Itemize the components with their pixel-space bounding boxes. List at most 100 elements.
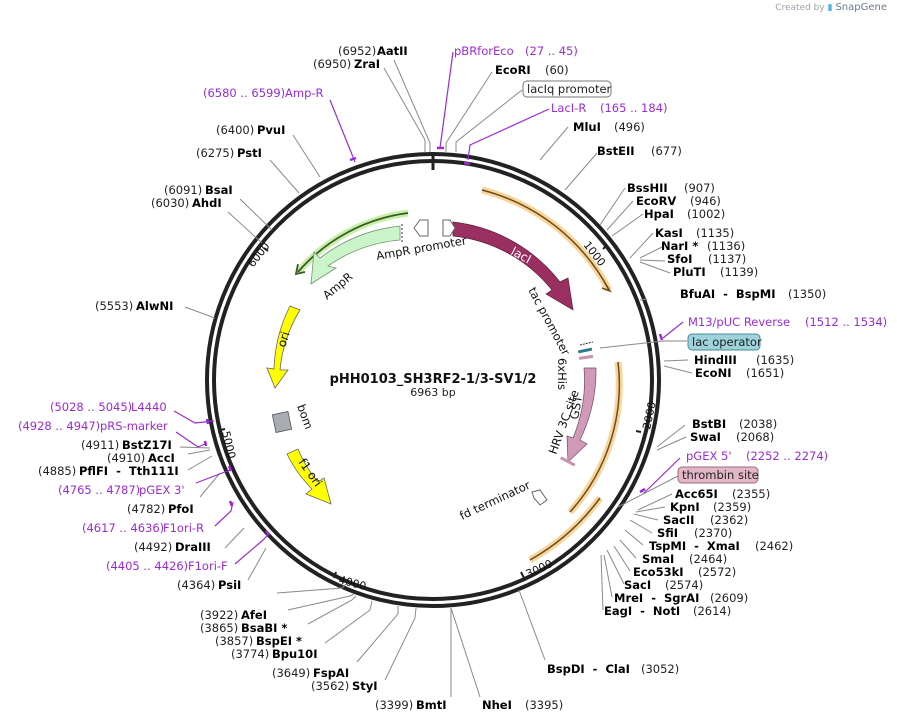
site-position: (2614) [693,604,731,618]
primer-L4440[interactable]: (5028 .. 5045)L4440 [50,400,167,414]
site-position: (4885) [38,464,76,478]
enzyme-name: SwaI [690,430,721,444]
enzyme-name: AccI [148,451,175,465]
site-position: (2574) [665,578,703,592]
site-FspAI[interactable]: (3649) FspAI [272,666,349,680]
site-ZraI[interactable]: (6950) ZraI [313,57,380,71]
feature-lacIq-promoter-arrow[interactable] [442,219,456,237]
site-BmtI[interactable]: (3399) BmtI [375,698,447,712]
site-HindIII[interactable]: HindIII (1635) [694,353,794,367]
feature-f1-ori[interactable]: f1 ori [286,448,332,505]
bom-label: bom [294,402,316,431]
feature-lacI[interactable]: lacI [452,221,574,311]
site-SmaI[interactable]: SmaI (2464) [642,552,727,566]
site-PvuI[interactable]: (6400) PvuI [216,123,285,137]
primer-F1ori-F[interactable]: (4405 .. 4426) F1ori-F [106,559,228,573]
site-SacI[interactable]: SacI (2574) [624,578,703,592]
site-HpaI[interactable]: HpaI (1002) [644,207,725,221]
site-NheI[interactable]: NheI (3395) [482,698,563,712]
site-BstZ17I[interactable]: (4911) BstZ17I [81,438,172,452]
site-EcoRI[interactable]: EcoRI (60) [495,63,569,77]
site-AlwNI[interactable]: (5553) AlwNI [95,299,173,313]
site-position: (3865) [200,621,238,635]
site-AatII[interactable]: (6952) AatII [338,44,408,58]
site-PsiI[interactable]: (4364) PsiI [177,578,241,592]
site-BstEII[interactable]: BstEII (677) [597,144,682,158]
site-StyI[interactable]: (3562) StyI [311,679,378,693]
feature-HRV-3C-site[interactable]: HRV 3C site [546,388,582,467]
primer-M13-pUC-Reverse[interactable]: M13/pUC Reverse (1512 .. 1534) [688,315,887,329]
site-position: (1635) [756,353,794,367]
site-DraIII[interactable]: (4492) DraIII [134,540,211,554]
site-PfoI[interactable]: (4782) PfoI [127,502,194,516]
site-BfuAI-BspMI[interactable]: BfuAI - BspMI (1350) [680,287,826,301]
site-BsaBI[interactable]: (3865) BsaBI * [200,621,287,635]
enzyme-name: PfoI [168,502,194,516]
feature-label-thrombin-site[interactable]: thrombin site [677,466,759,484]
enzyme-name: SfiI [657,526,678,540]
site-position: (946) [690,194,721,208]
site-position: (2038) [739,417,777,431]
feature-6xHis[interactable]: 6xHis [555,354,594,390]
site-Bpu10I[interactable]: (3774) Bpu10I [231,647,317,661]
site-TspMI-XmaI[interactable]: TspMI - XmaI (2462) [649,539,793,553]
primer-pGEX-5[interactable]: pGEX 5' (2252 .. 2274) [686,449,828,463]
site-AccI[interactable]: (4910) AccI [107,451,175,465]
feature-label-lac-operator[interactable]: lac operator [687,333,762,351]
enzyme-name: HindIII [694,353,737,367]
site-BstBI[interactable]: BstBI (2038) [692,417,777,431]
site-EcoRV[interactable]: EcoRV (946) [636,194,721,208]
feature-GST[interactable]: GST [566,367,597,463]
site-NarI[interactable]: NarI * (1136) [661,239,745,253]
feature-ori[interactable]: ori [266,305,301,389]
site-PflFI-Tth111I[interactable]: (4885) PflFI - Tth111I [38,464,179,478]
site-SfiI[interactable]: SfiI (2370) [657,526,732,540]
site-position: (2464) [689,552,727,566]
site-position: (2462) [755,539,793,553]
site-MluI[interactable]: MluI (496) [573,120,645,134]
primer-pRS-marker[interactable]: (4928 .. 4947) pRS-marker [18,419,168,433]
feature-lac-operator-mark[interactable] [577,341,594,354]
primer-text: pGEX 5' [686,449,732,463]
enzyme-name: EcoRV [636,194,676,208]
site-PluTI[interactable]: PluTI (1139) [673,265,758,279]
primer-F1ori-R[interactable]: (4617 .. 4636)F1ori-R [82,521,204,535]
site-AhdI[interactable]: (6030) AhdI [151,196,222,210]
site-SfoI[interactable]: SfoI (1137) [667,252,746,266]
site-BspDI-ClaI[interactable]: BspDI - ClaI (3052) [547,662,679,676]
site-position: (2068) [736,430,774,444]
feature-fd-terminator[interactable]: fd terminator [457,478,548,523]
primer-text: L4440 [131,400,167,414]
primer-pBRforEco[interactable]: pBRforEco (27 .. 45) [454,44,578,58]
primer-pGEX-3[interactable]: (4765 .. 4787)pGEX 3' [58,483,185,497]
site-KasI[interactable]: KasI (1135) [655,226,734,240]
tick-label-3000: 3000 [524,557,555,581]
site-EcoNI[interactable]: EcoNI (1651) [695,366,784,380]
site-position: (6091) [164,183,202,197]
feature-AmpR[interactable]: AmpR [310,224,403,302]
site-SacII[interactable]: SacII (2362) [663,513,748,527]
feature-label-lacIq-promoter[interactable]: lacIq promoter [522,80,612,98]
site-position: (1136) [707,239,745,253]
site-BsaI[interactable]: (6091) BsaI [164,183,233,197]
site-SwaI[interactable]: SwaI (2068) [690,430,774,444]
primer-text: (1512 .. 1534) [805,315,887,329]
site-BspEI[interactable]: (3857) BspEI * [215,634,302,648]
site-MreI-SgrAI[interactable]: MreI - SgrAI (2609) [614,591,748,605]
site-Acc65I[interactable]: Acc65I (2355) [675,487,770,501]
site-BssHII[interactable]: BssHII (907) [627,181,715,195]
backbone [205,152,661,608]
primer-LacI-R[interactable]: LacI-R (165 .. 184) [551,101,668,115]
site-PstI[interactable]: (6275) PstI [196,146,262,160]
site-KpnI[interactable]: KpnI (2359) [670,500,751,514]
feature-bom[interactable]: bom [271,402,316,433]
site-position: lacIq promoter [527,82,612,96]
site-position: (2355) [732,487,770,501]
primer-Amp-R[interactable]: (6580 .. 6599) Amp-R [203,86,324,100]
labels-bottom: BspDI - ClaI (3052) NheI (3395) (3399) BmtI… [200,608,679,712]
site-position: (3395) [525,698,563,712]
site-Eco53kI[interactable]: Eco53kI (2572) [633,565,736,579]
site-EagI-NotI[interactable]: EagI - NotI (2614) [604,604,731,618]
enzyme-name: AfeI [241,608,267,622]
site-AfeI[interactable]: (3922) AfeI [200,608,267,622]
